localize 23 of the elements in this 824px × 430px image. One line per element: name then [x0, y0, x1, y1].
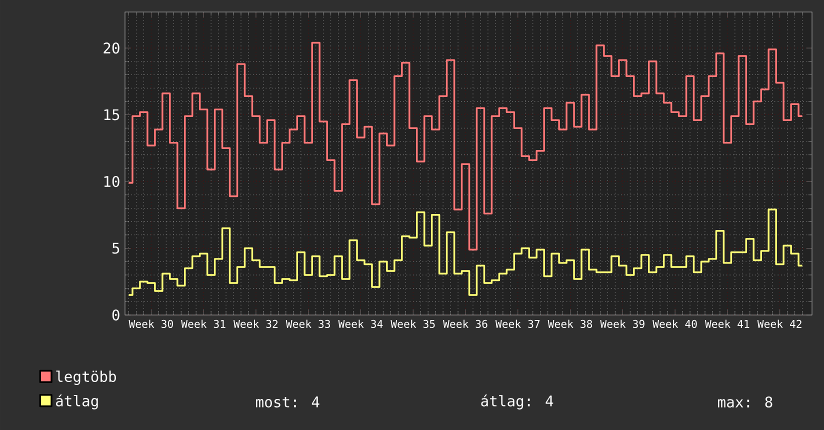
y-tick-label: 10	[104, 176, 120, 188]
x-tick-label: Week 40	[652, 320, 697, 328]
y-tick-label: 5	[112, 242, 120, 254]
x-tick-label: Week 42	[757, 320, 802, 328]
y-tick-label: 15	[104, 109, 120, 120]
legend-label: legtöbb	[56, 370, 116, 385]
x-tick-label: Week 36	[443, 320, 488, 328]
x-tick-label: Week 39	[600, 320, 644, 328]
text: most: 4	[256, 396, 320, 408]
text: átlag: 4	[481, 394, 554, 410]
x-tick-label: Week 34	[338, 320, 383, 328]
x-tick-label: Week 38	[548, 320, 592, 328]
text: max: 8	[718, 396, 772, 408]
x-tick-label: Week 41	[704, 320, 750, 328]
x-tick-label: Week 31	[181, 320, 226, 328]
x-tick-label: Week 30	[128, 320, 173, 328]
x-tick-label: Week 37	[495, 320, 540, 328]
x-tick-label: Week 35	[390, 320, 435, 328]
x-tick-label: Week 32	[233, 320, 278, 328]
legend-label: átlag	[56, 394, 98, 410]
y-tick-label: 0	[112, 309, 120, 321]
y-tick-label: 20	[104, 42, 120, 54]
x-tick-label: Week 33	[286, 320, 330, 328]
